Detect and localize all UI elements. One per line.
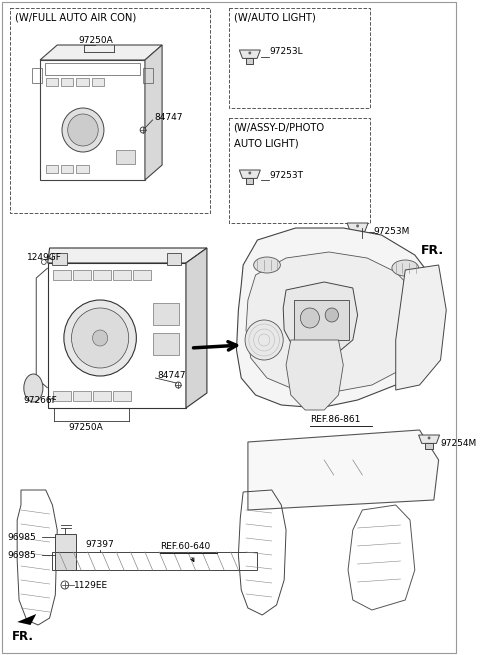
Circle shape bbox=[62, 108, 104, 152]
Polygon shape bbox=[419, 435, 440, 443]
Bar bbox=[61, 78, 73, 86]
Circle shape bbox=[72, 308, 129, 368]
Bar bbox=[229, 118, 370, 223]
Text: 97397: 97397 bbox=[86, 540, 115, 549]
Bar bbox=[53, 270, 71, 280]
Bar bbox=[354, 231, 361, 237]
Text: 97250A: 97250A bbox=[78, 36, 113, 45]
Bar bbox=[229, 8, 370, 108]
Bar bbox=[246, 178, 253, 184]
Text: 97253L: 97253L bbox=[269, 48, 302, 56]
Bar bbox=[46, 165, 58, 173]
Polygon shape bbox=[55, 534, 76, 552]
Bar bbox=[246, 58, 253, 64]
Bar bbox=[73, 270, 91, 280]
Polygon shape bbox=[240, 170, 260, 178]
Ellipse shape bbox=[253, 257, 280, 273]
Bar bbox=[116, 150, 135, 164]
Text: 84747: 84747 bbox=[155, 113, 183, 122]
Polygon shape bbox=[186, 248, 207, 408]
Text: 1249GF: 1249GF bbox=[27, 253, 61, 262]
Circle shape bbox=[428, 436, 431, 440]
Circle shape bbox=[248, 52, 251, 54]
Ellipse shape bbox=[24, 374, 43, 402]
Bar bbox=[425, 443, 433, 449]
Polygon shape bbox=[248, 430, 439, 510]
Text: REF.60-640: REF.60-640 bbox=[160, 542, 210, 551]
Polygon shape bbox=[240, 50, 260, 58]
Text: 96985: 96985 bbox=[8, 550, 36, 559]
Ellipse shape bbox=[392, 260, 419, 276]
Circle shape bbox=[245, 320, 283, 360]
Text: 84747: 84747 bbox=[157, 371, 186, 381]
Text: 97266F: 97266F bbox=[24, 396, 58, 405]
Bar bbox=[76, 78, 89, 86]
Bar bbox=[133, 270, 151, 280]
Bar bbox=[45, 63, 140, 75]
Bar bbox=[76, 165, 89, 173]
Bar bbox=[92, 78, 104, 86]
Bar bbox=[153, 303, 179, 325]
Bar bbox=[294, 300, 349, 340]
Bar bbox=[40, 60, 145, 180]
Circle shape bbox=[325, 308, 338, 322]
Polygon shape bbox=[393, 254, 410, 270]
Circle shape bbox=[356, 225, 359, 227]
Bar bbox=[143, 68, 153, 83]
Text: (W/AUTO LIGHT): (W/AUTO LIGHT) bbox=[234, 13, 315, 23]
Bar bbox=[113, 391, 131, 401]
Polygon shape bbox=[286, 340, 343, 410]
Circle shape bbox=[300, 308, 319, 328]
Bar bbox=[94, 391, 110, 401]
Bar bbox=[33, 68, 42, 83]
Bar bbox=[10, 8, 210, 213]
Bar bbox=[167, 253, 181, 265]
Bar bbox=[48, 263, 186, 408]
Bar bbox=[53, 391, 71, 401]
Text: FR.: FR. bbox=[420, 244, 444, 257]
Text: 97254M: 97254M bbox=[441, 440, 477, 449]
Circle shape bbox=[93, 330, 108, 346]
Polygon shape bbox=[237, 228, 439, 408]
Bar bbox=[52, 253, 67, 265]
Circle shape bbox=[64, 300, 136, 376]
Bar bbox=[73, 391, 91, 401]
Text: (W/FULL AUTO AIR CON): (W/FULL AUTO AIR CON) bbox=[15, 13, 136, 23]
Polygon shape bbox=[347, 223, 368, 231]
Polygon shape bbox=[246, 252, 421, 392]
Polygon shape bbox=[145, 45, 162, 180]
Bar bbox=[52, 552, 257, 570]
Text: FR.: FR. bbox=[12, 630, 34, 643]
Bar bbox=[61, 165, 73, 173]
Text: 1129EE: 1129EE bbox=[74, 580, 108, 590]
Text: (W/ASSY-D/PHOTO: (W/ASSY-D/PHOTO bbox=[234, 123, 325, 133]
Circle shape bbox=[68, 114, 98, 146]
Circle shape bbox=[248, 172, 251, 174]
Bar bbox=[113, 270, 131, 280]
Bar bbox=[46, 78, 58, 86]
Text: AUTO LIGHT): AUTO LIGHT) bbox=[234, 138, 298, 148]
Polygon shape bbox=[396, 265, 446, 390]
Bar bbox=[153, 333, 179, 355]
Text: 97250A: 97250A bbox=[69, 423, 103, 432]
Text: 97253T: 97253T bbox=[269, 172, 303, 181]
Text: 97253M: 97253M bbox=[374, 227, 410, 236]
Polygon shape bbox=[55, 552, 76, 570]
Polygon shape bbox=[17, 614, 36, 625]
Bar bbox=[94, 270, 110, 280]
Polygon shape bbox=[40, 45, 162, 60]
Polygon shape bbox=[283, 282, 358, 355]
Text: REF.86-861: REF.86-861 bbox=[310, 415, 360, 424]
Polygon shape bbox=[48, 248, 207, 263]
Text: 96985: 96985 bbox=[8, 533, 36, 542]
